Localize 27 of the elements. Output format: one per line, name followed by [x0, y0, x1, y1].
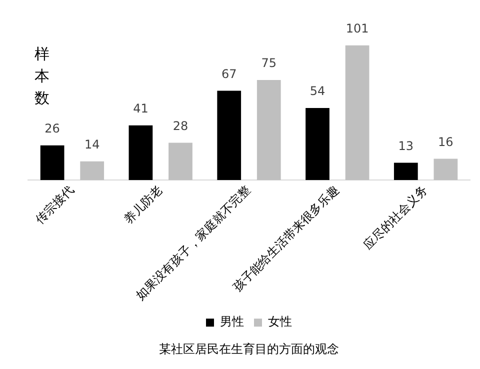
x-tick-label: 传宗接代: [32, 182, 77, 226]
bar: [256, 80, 281, 180]
data-label: 54: [310, 84, 326, 98]
legend-label: 女性: [268, 314, 292, 329]
legend-label: 男性: [220, 314, 244, 329]
data-label: 101: [346, 21, 369, 36]
bar: [345, 45, 370, 180]
x-tick-label: 应尽的社会义务: [360, 182, 430, 252]
x-tick-label: 养儿防老: [121, 182, 165, 226]
text: 某社区居民在生育目的方面的观念: [159, 342, 339, 356]
data-label: 41: [133, 102, 148, 116]
bar: [40, 145, 64, 180]
data-label: 26: [44, 122, 60, 136]
bar: [434, 158, 458, 180]
data-label: 16: [438, 134, 454, 149]
bar: [128, 125, 153, 180]
data-label: 67: [221, 66, 237, 81]
data-label: 13: [398, 138, 414, 153]
data-label: 75: [261, 56, 277, 70]
y-axis-title: 样本数: [34, 44, 50, 107]
bar: [394, 162, 418, 180]
bar: [217, 90, 242, 180]
data-label: 28: [172, 118, 188, 133]
bar: [80, 161, 104, 180]
bar: [306, 108, 330, 180]
data-label: 14: [84, 138, 100, 152]
bar: [168, 142, 192, 180]
